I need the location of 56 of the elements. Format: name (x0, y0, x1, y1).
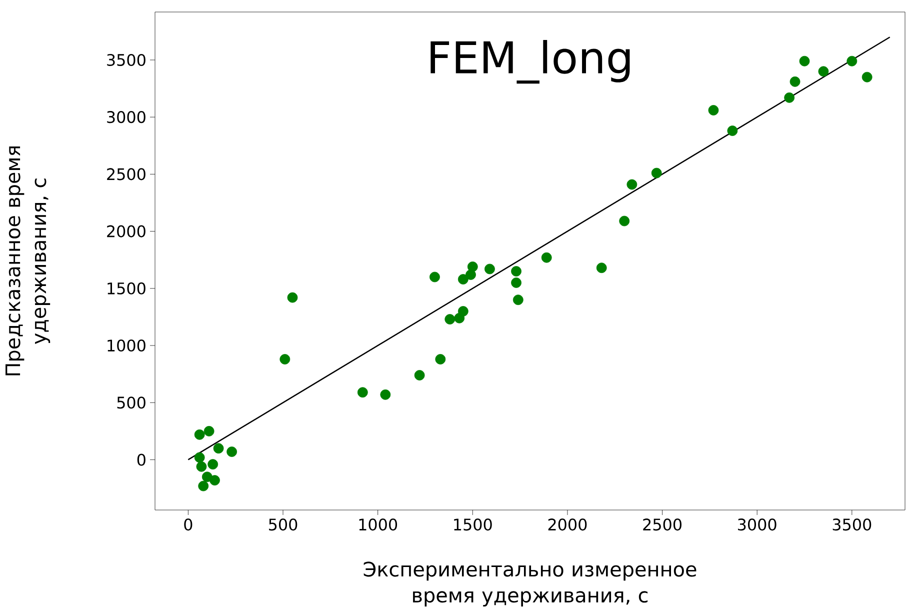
point (596, 262, 607, 274)
point (430, 272, 440, 282)
y-tick-label: 2000 (107, 225, 146, 238)
point (512, 294, 524, 306)
x-tick-label: 500 (269, 518, 298, 531)
x-tick-label: 2000 (548, 518, 587, 531)
y-tick-label: 1000 (108, 339, 146, 352)
point (280, 354, 290, 364)
x-tick-label: 1000 (359, 518, 398, 531)
point (511, 278, 522, 288)
x-tick-label: 1500 (454, 518, 492, 531)
y-axis-title: Предсказанное время удерживания, с (6, 146, 50, 376)
y-tick-label: 0 (137, 454, 146, 466)
point (194, 429, 205, 440)
y-tick-label: 3000 (107, 111, 146, 124)
point (196, 461, 207, 472)
point (458, 274, 468, 284)
point (799, 56, 810, 66)
y-tick-label: 2500 (107, 168, 146, 180)
x-tick-label: 0 (184, 518, 192, 531)
x-tick-label: 3500 (832, 518, 872, 531)
text: FEM_long (430, 40, 630, 84)
point (204, 426, 214, 436)
point (651, 168, 662, 178)
point (435, 354, 446, 364)
point (198, 480, 209, 492)
point (467, 262, 478, 272)
point (380, 389, 391, 400)
x-tick-label: 2500 (643, 518, 682, 531)
point (784, 92, 795, 103)
point (511, 266, 522, 276)
y-tick-label: 500 (117, 396, 146, 409)
point (727, 126, 738, 136)
point (619, 216, 630, 226)
point (202, 472, 212, 482)
point (357, 387, 368, 398)
point (213, 443, 224, 454)
point (790, 76, 800, 87)
point (208, 459, 218, 470)
point (708, 105, 719, 116)
y-tick-label: 1500 (108, 282, 146, 294)
point (846, 56, 858, 66)
point (194, 452, 205, 463)
point (287, 292, 298, 303)
y-tick-label: 3500 (107, 54, 146, 66)
point (626, 179, 638, 190)
x-tick-label: 3000 (738, 518, 776, 531)
point (862, 72, 872, 82)
point (818, 66, 829, 77)
point (444, 314, 456, 324)
point (484, 264, 495, 274)
point (226, 446, 238, 457)
point (541, 252, 552, 263)
point (458, 306, 468, 316)
point (414, 370, 425, 380)
x-axis-title: Экспериментально измеренное время удерживания, с (364, 562, 696, 606)
